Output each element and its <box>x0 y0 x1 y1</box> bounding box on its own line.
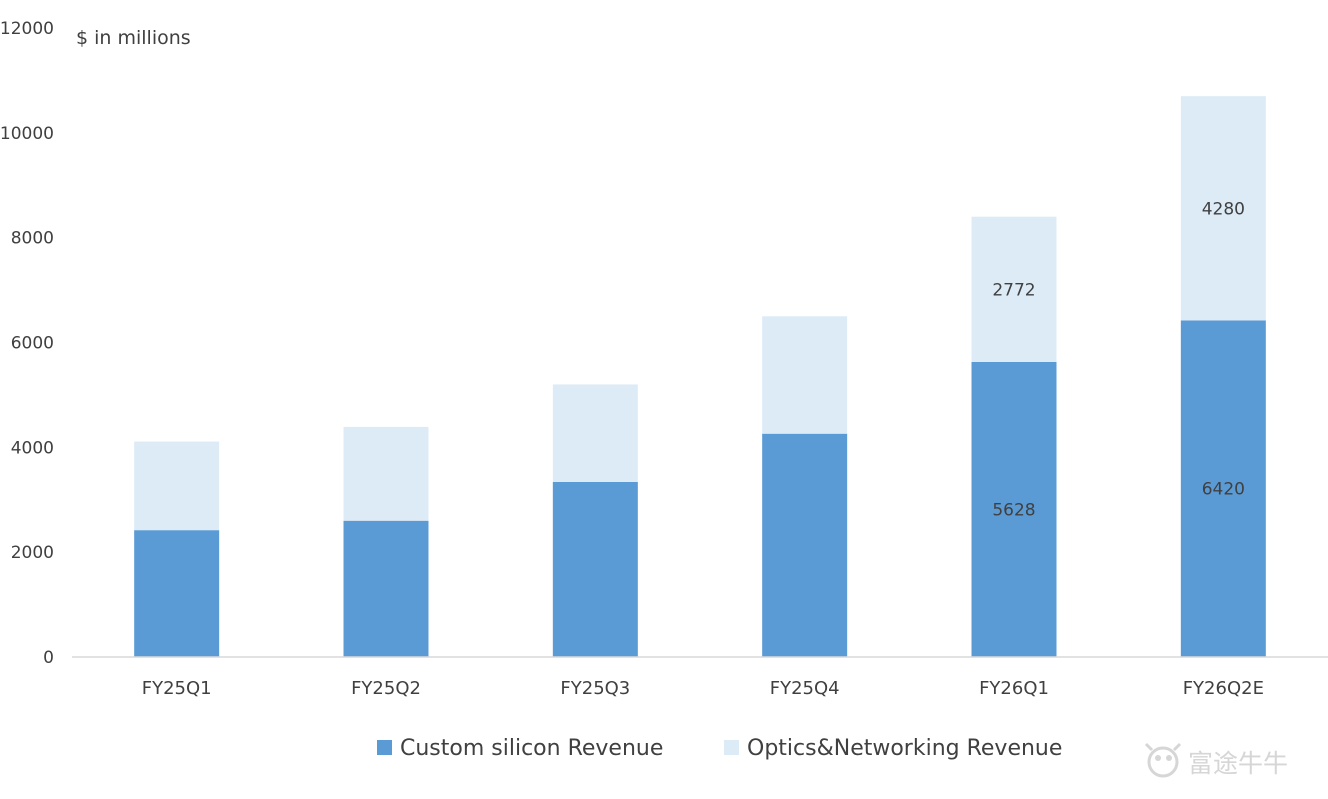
legend-swatch <box>724 740 739 755</box>
bar-custom-silicon-fy25q2 <box>343 520 429 657</box>
bar-optics-networking-fy25q3 <box>552 384 638 482</box>
x-tick-label: FY25Q4 <box>770 678 840 699</box>
legend-swatch <box>377 740 392 755</box>
y-tick-label: 2000 <box>11 543 54 563</box>
bar-custom-silicon-fy26q2e <box>1180 320 1266 657</box>
bar-custom-silicon-fy25q4 <box>762 433 848 657</box>
data-label: 2772 <box>992 280 1035 300</box>
x-tick-label: FY25Q1 <box>142 678 212 699</box>
watermark-text: 富途牛牛 <box>1188 749 1288 778</box>
y-tick-label: 10000 <box>0 124 54 144</box>
unit-label: $ in millions <box>76 27 191 49</box>
bar-optics-networking-fy26q2e <box>1180 96 1266 321</box>
x-tick-label: FY26Q1 <box>979 678 1049 699</box>
data-label: 5628 <box>992 500 1035 520</box>
data-label: 6420 <box>1202 480 1245 500</box>
x-tick-label: FY25Q2 <box>351 678 421 699</box>
bar-optics-networking-fy25q2 <box>343 426 429 521</box>
y-axis: 0 2000 4000 6000 8000 10000 12000 <box>0 19 54 668</box>
legend-label: Optics&Networking Revenue <box>747 736 1062 761</box>
x-tick-label: FY25Q3 <box>560 678 630 699</box>
y-tick-label: 6000 <box>11 334 54 354</box>
bar-custom-silicon-fy25q3 <box>552 481 638 657</box>
watermark: 富途牛牛 <box>1144 742 1288 778</box>
bar-optics-networking-fy25q4 <box>762 316 848 434</box>
bar-custom-silicon-fy25q1 <box>134 530 220 657</box>
y-tick-label: 4000 <box>11 438 54 458</box>
futu-bull-icon <box>1144 742 1182 778</box>
bar-custom-silicon-fy26q1 <box>971 361 1057 657</box>
legend: Custom silicon Revenue Optics&Networking … <box>377 736 1062 761</box>
y-tick-label: 12000 <box>0 19 54 39</box>
y-tick-label: 8000 <box>11 229 54 249</box>
x-tick-label: FY26Q2E <box>1183 678 1264 699</box>
bar-optics-networking-fy26q1 <box>971 216 1057 362</box>
data-label: 4280 <box>1202 199 1245 219</box>
bar-optics-networking-fy25q1 <box>134 441 220 531</box>
x-axis: FY25Q1 FY25Q2 FY25Q3 FY25Q4 FY26Q1 FY26Q2E <box>142 678 1264 699</box>
bars: 5628 2772 6420 4280 <box>134 96 1266 657</box>
y-tick-label: 0 <box>43 648 54 668</box>
legend-label: Custom silicon Revenue <box>400 736 663 761</box>
